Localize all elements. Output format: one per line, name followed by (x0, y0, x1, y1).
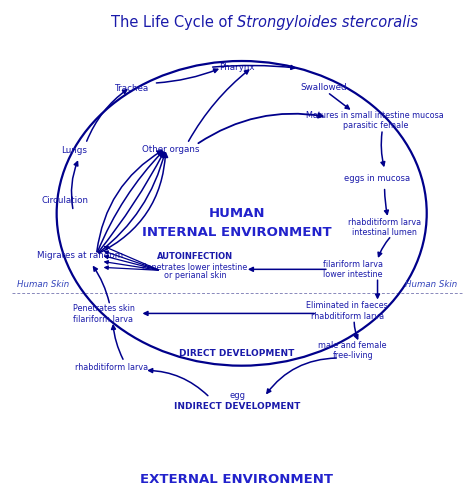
Text: Penetrates skin
filariform larva: Penetrates skin filariform larva (73, 304, 135, 324)
Text: filariform larva
lower intestine: filariform larva lower intestine (323, 260, 383, 279)
Text: rhabditiform larva
intestinal lumen: rhabditiform larva intestinal lumen (348, 218, 421, 237)
Text: Strongyloides stercoralis: Strongyloides stercoralis (237, 15, 418, 30)
Text: EXTERNAL ENVIRONMENT: EXTERNAL ENVIRONMENT (140, 473, 334, 486)
Text: egg: egg (229, 391, 245, 400)
Text: Matures in small intestine mucosa
parasitic female: Matures in small intestine mucosa parasi… (306, 111, 444, 130)
Text: Penetrates lower intestine: Penetrates lower intestine (142, 264, 247, 273)
Text: Circulation: Circulation (42, 196, 89, 205)
Text: DIRECT DEVELOPMENT: DIRECT DEVELOPMENT (179, 349, 295, 358)
Text: rhabditiform larva: rhabditiform larva (75, 363, 148, 372)
Text: Human Skin: Human Skin (17, 280, 69, 289)
Text: The Life Cycle of: The Life Cycle of (111, 15, 237, 30)
Text: Pharynx: Pharynx (219, 63, 255, 72)
Text: Eliminated in faeces
rhabditiform larva: Eliminated in faeces rhabditiform larva (306, 301, 388, 321)
Text: male and female
free-living: male and female free-living (319, 341, 387, 360)
Text: Trachea: Trachea (115, 85, 149, 94)
Text: Lungs: Lungs (61, 146, 87, 155)
Text: Human Skin: Human Skin (405, 280, 457, 289)
Text: Swallowed: Swallowed (301, 84, 347, 93)
Text: or perianal skin: or perianal skin (164, 271, 226, 280)
Text: Migrates at random: Migrates at random (37, 251, 123, 260)
Text: HUMAN
INTERNAL ENVIRONMENT: HUMAN INTERNAL ENVIRONMENT (142, 207, 332, 239)
Text: eggs in mucosa: eggs in mucosa (345, 174, 410, 183)
Text: Other organs: Other organs (142, 145, 199, 154)
Text: AUTOINFECTION: AUTOINFECTION (157, 253, 233, 262)
Text: INDIRECT DEVELOPMENT: INDIRECT DEVELOPMENT (174, 402, 300, 411)
